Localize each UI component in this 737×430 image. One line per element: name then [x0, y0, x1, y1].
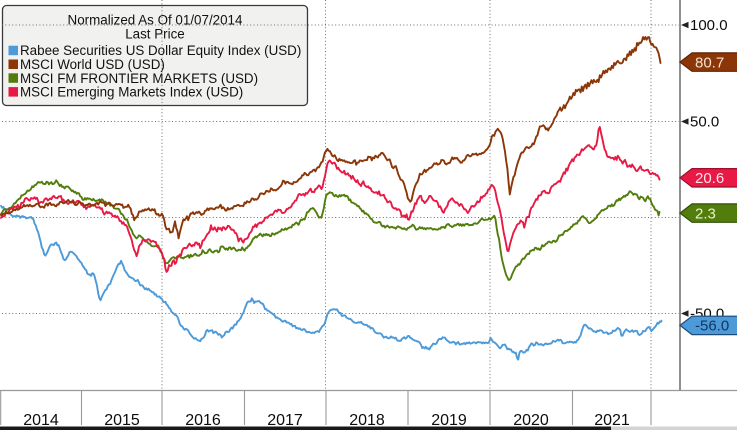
svg-text:2.3: 2.3: [695, 205, 716, 222]
svg-text:Normalized As Of 01/07/2014: Normalized As Of 01/07/2014: [68, 13, 243, 28]
svg-text:80.7: 80.7: [695, 54, 724, 71]
svg-text:-56.0: -56.0: [695, 318, 729, 335]
svg-text:2019: 2019: [431, 412, 467, 429]
svg-text:2020: 2020: [513, 412, 549, 429]
svg-text:50.0: 50.0: [690, 114, 719, 131]
svg-text:100.0: 100.0: [690, 17, 728, 34]
svg-text:2014: 2014: [23, 412, 59, 429]
svg-text:MSCI FM FRONTIER MARKETS (USD): MSCI FM FRONTIER MARKETS (USD): [20, 71, 258, 86]
svg-text:2017: 2017: [267, 412, 303, 429]
svg-text:2018: 2018: [349, 412, 385, 429]
svg-text:2015: 2015: [104, 412, 140, 429]
svg-text:2016: 2016: [185, 412, 221, 429]
svg-text:Last Price: Last Price: [125, 27, 185, 42]
svg-text:Rabee Securities US Dollar Equ: Rabee Securities US Dollar Equity Index …: [20, 43, 301, 58]
svg-text:20.6: 20.6: [695, 170, 724, 187]
svg-text:2021: 2021: [594, 412, 630, 429]
svg-text:MSCI Emerging Markets Index (U: MSCI Emerging Markets Index (USD): [20, 85, 243, 100]
svg-text:MSCI World USD (USD): MSCI World USD (USD): [20, 57, 165, 72]
